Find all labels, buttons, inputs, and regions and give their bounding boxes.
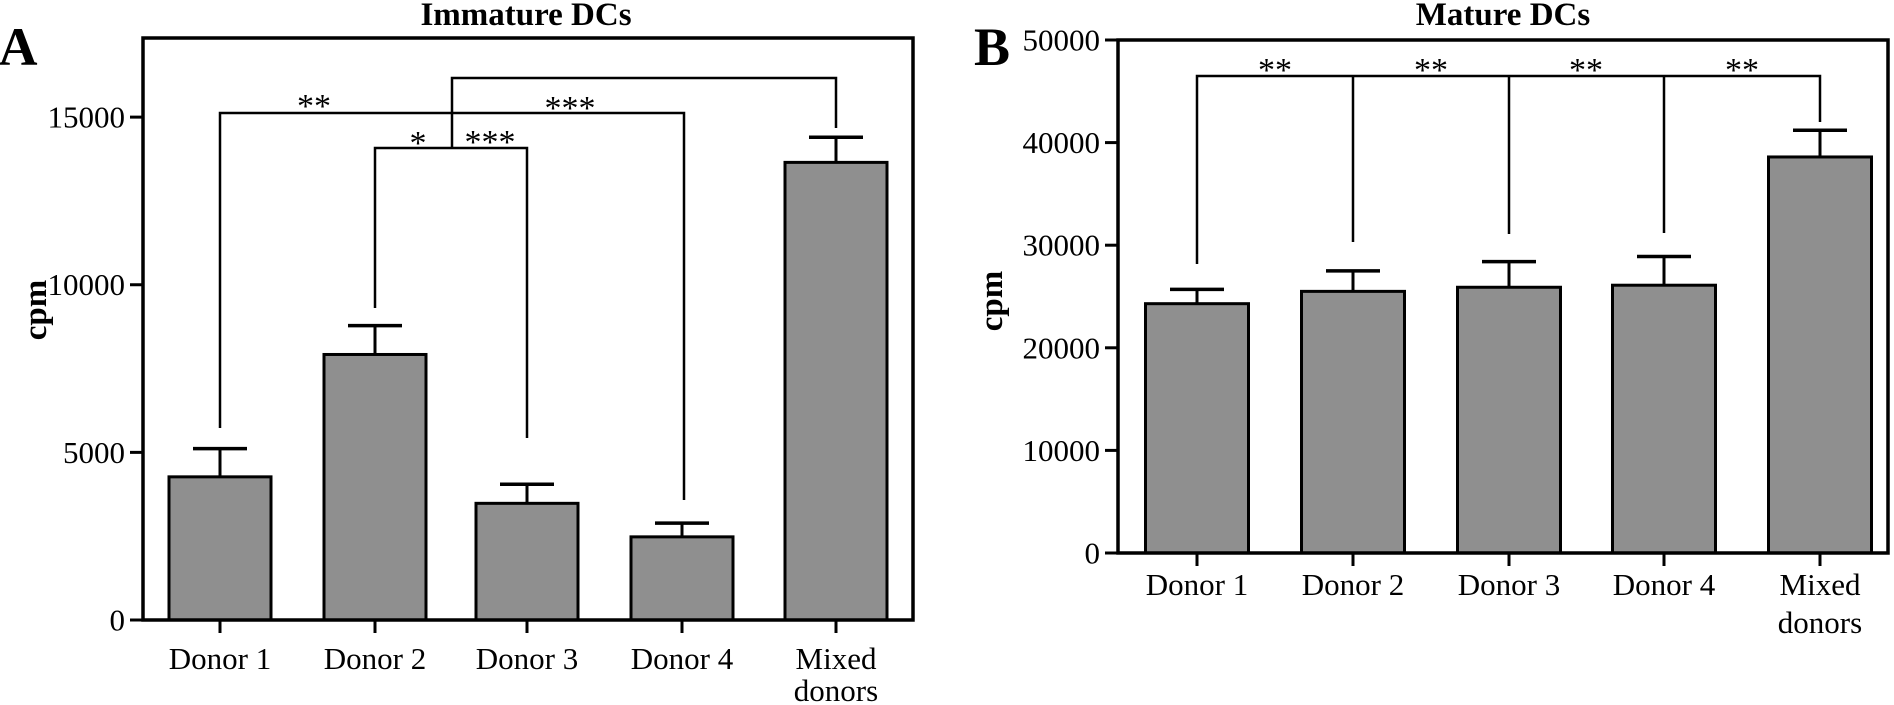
y-tick-label: 5000 (63, 435, 125, 470)
y-tick-label: 0 (1085, 536, 1101, 571)
y-tick-label: 30000 (1023, 228, 1101, 263)
bar-donor-3 (1456, 285, 1562, 555)
chart-title: Immature DCs (420, 0, 631, 33)
y-tick-label: 50000 (1023, 23, 1101, 58)
significance-stars: ** (1258, 52, 1292, 89)
bar-donor-3 (474, 501, 580, 622)
y-tick-label: 15000 (48, 100, 126, 135)
y-tick-label: 0 (110, 603, 126, 638)
x-label-donor-2: Donor 2 (324, 641, 426, 676)
significance-stars: ** (297, 88, 331, 125)
chart-title: Mature DCs (1416, 0, 1591, 33)
panel-letter: B (974, 17, 1010, 77)
significance-stars: ** (1725, 52, 1759, 89)
bar-donor-4 (629, 535, 735, 622)
significance-stars: ** (1569, 52, 1603, 89)
x-label-donor-2: Donor 2 (1302, 567, 1404, 602)
y-tick-label: 40000 (1023, 125, 1101, 160)
significance-stars: *** (545, 90, 596, 127)
x-label-donor-3: Donor 3 (1458, 567, 1560, 602)
significance-stars: ** (1414, 52, 1448, 89)
y-axis-label: cpm (974, 271, 1010, 332)
significance-stars: * (410, 125, 427, 162)
x-label-donor-4: Donor 4 (1613, 567, 1716, 602)
significance-stars: *** (465, 124, 516, 161)
y-tick-label: 20000 (1023, 330, 1101, 365)
x-label-mixed-donors-line2: donors (794, 673, 878, 705)
plot-frame (141, 36, 915, 622)
x-label-mixed-donors-line2: donors (1778, 605, 1862, 640)
significance-bracket (218, 111, 686, 500)
x-label-donor-1: Donor 1 (1146, 567, 1248, 602)
bar-donor-2 (1300, 289, 1406, 555)
y-tick-label: 10000 (1023, 433, 1101, 468)
plot-frame (1116, 38, 1890, 555)
bar-mixed-donors (783, 160, 889, 622)
bar-donor-1 (1144, 302, 1250, 555)
bar-donor-2 (322, 352, 428, 622)
x-label-mixed-donors-line1: Mixed (1780, 567, 1861, 602)
panel-letter: A (0, 17, 38, 77)
x-label-mixed-donors-line1: Mixed (796, 641, 877, 676)
x-label-donor-1: Donor 1 (169, 641, 271, 676)
y-axis-label: cpm (18, 280, 54, 341)
bar-donor-4 (1611, 283, 1717, 555)
bar-donor-1 (167, 475, 273, 622)
x-label-donor-4: Donor 4 (631, 641, 734, 676)
y-tick-label: 10000 (48, 267, 126, 302)
bar-mixed-donors (1767, 155, 1873, 555)
x-label-donor-3: Donor 3 (476, 641, 578, 676)
